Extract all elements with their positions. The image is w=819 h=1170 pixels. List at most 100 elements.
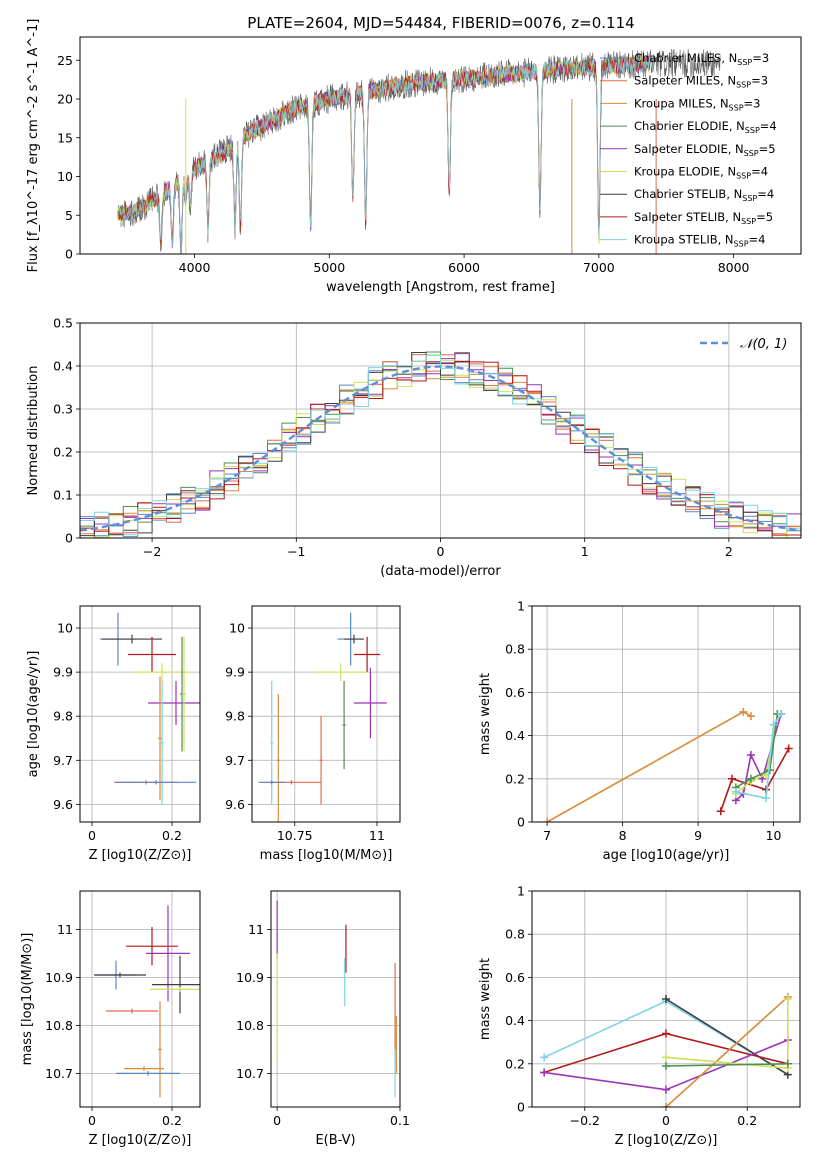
y-tick-label: 10.7 — [45, 1066, 73, 1081]
mass-weight-vs-age-plot-area — [543, 707, 793, 822]
x-tick-label: 1 — [581, 544, 589, 559]
axes-frame — [531, 890, 801, 1108]
y-tick-label: 10.8 — [45, 1018, 73, 1033]
plus-marker — [543, 818, 552, 822]
y-axis-label: mass weight — [478, 673, 493, 755]
y-tick-label: 11 — [57, 922, 73, 937]
x-tick-label: 10.75 — [277, 828, 313, 843]
plus-marker — [783, 1059, 792, 1068]
x-tick-label: 0.1 — [390, 1113, 410, 1128]
y-tick-label: 9.9 — [53, 665, 73, 680]
x-tick-label: 7000 — [583, 260, 615, 275]
x-tick-label: 5000 — [313, 260, 345, 275]
axes-frame — [79, 36, 802, 255]
mass-weight-series-line — [735, 713, 782, 800]
mass-vs-metallicity-axes: 0 0.2 10.7 10.8 10.9 11 Z [log10(Z/Z⊙)] mass [l… — [20, 891, 200, 1148]
x-tick-label: 0.2 — [162, 1113, 182, 1128]
y-tick-label: 9.9 — [225, 665, 245, 680]
y-tick-label: 9.8 — [53, 709, 73, 724]
y-tick-label: 0.4 — [505, 1013, 525, 1028]
y-tick-label: 20 — [57, 92, 73, 107]
y-tick-label: 0.2 — [505, 1056, 525, 1071]
mass-weight-series-line — [546, 710, 752, 822]
gaussian-curve — [80, 365, 801, 532]
mass-weight-vs-metallicity-axes: −0.2 0 0.2 0 0.2 0.4 0.6 0.8 1 Z [log10(Z/Z⊙)] mas… — [478, 884, 800, 1148]
plus-marker — [540, 1053, 549, 1062]
plus-marker — [769, 720, 778, 729]
age-vs-metallicity-plot-area — [100, 612, 200, 805]
plus-marker — [540, 1068, 549, 1077]
y-tick-label: 1 — [517, 884, 525, 899]
legend-label: Salpeter MILES, NSSP=3 — [634, 74, 768, 90]
plus-marker — [746, 751, 755, 760]
y-axis-label: Normed distribution — [26, 366, 41, 496]
x-tick-label: −0.2 — [570, 1113, 600, 1128]
plus-marker — [746, 712, 755, 721]
y-tick-label: 0 — [517, 815, 525, 830]
plus-marker — [762, 794, 771, 803]
y-tick-label: 10.9 — [45, 970, 73, 985]
histogram-series-step — [80, 352, 801, 538]
age-vs-mass-plot-area — [258, 612, 387, 822]
y-tick-label: 9.8 — [225, 709, 245, 724]
x-tick-label: 0 — [88, 828, 96, 843]
y-tick-label: 10.8 — [236, 1018, 264, 1033]
legend-label: Kroupa MILES, NSSP=3 — [634, 96, 760, 112]
plus-marker — [662, 1085, 670, 1094]
y-tick-label: 0 — [517, 1100, 525, 1115]
age-vs-mass-axes: 10.75 11 9.6 9.7 9.8 9.9 10 mass [log10(M/M⊙)] — [225, 606, 400, 863]
y-tick-label: 0.6 — [505, 685, 525, 700]
plus-marker — [662, 1103, 670, 1107]
mass-weight-series-line — [665, 999, 789, 1069]
mass-weight-vs-age-axes: 7 8 9 10 0 0.2 0.4 0.6 0.8 1 age [log10(age/yr)] ma… — [478, 599, 800, 863]
y-tick-label: 9.6 — [225, 797, 245, 812]
y-axis-label: age [log10(age/yr)] — [26, 651, 41, 778]
x-tick-label: −2 — [143, 544, 161, 559]
mass-weight-series-line — [665, 1063, 788, 1067]
axes-frame — [251, 605, 401, 823]
histogram-series-step — [80, 351, 801, 538]
legend-label: Salpeter STELIB, NSSP=5 — [634, 210, 773, 226]
x-tick-label: 0 — [437, 544, 445, 559]
x-axis-label: mass [log10(M/M⊙)] — [260, 848, 393, 863]
plus-marker — [662, 1053, 670, 1062]
x-tick-label: 8 — [619, 828, 627, 843]
y-tick-label: 11 — [248, 922, 264, 937]
spectrum-legend: Chabrier MILES, NSSP=3 Salpeter MILES, NS… — [600, 51, 777, 249]
plus-marker — [777, 710, 786, 718]
legend-label: Chabrier STELIB, NSSP=4 — [634, 187, 774, 203]
mass-weight-series-line — [665, 998, 789, 1076]
y-tick-label: 0.5 — [53, 316, 73, 331]
y-tick-label: 15 — [57, 130, 73, 145]
x-axis-label: E(B-V) — [315, 1133, 355, 1148]
y-axis-label: mass [log10(M/M⊙)] — [20, 933, 35, 1066]
x-tick-label: 4000 — [179, 260, 211, 275]
mass-vs-metallicity-plot-area — [94, 905, 200, 1098]
residual-histogram-plot-area — [80, 351, 801, 538]
y-tick-label: 10 — [57, 621, 73, 636]
mass-weight-series-line — [665, 996, 789, 1107]
y-tick-label: 0 — [65, 247, 73, 262]
y-tick-label: 25 — [57, 53, 73, 68]
x-tick-label: 9 — [694, 828, 702, 843]
mass-weight-series-line — [719, 748, 790, 812]
legend-label: Salpeter ELODIE, NSSP=5 — [634, 142, 776, 158]
y-tick-label: 0.3 — [53, 402, 73, 417]
histogram-series-step — [80, 360, 801, 538]
histogram-series-step — [80, 353, 801, 536]
x-axis-label: age [log10(age/yr)] — [603, 848, 730, 863]
figure-title: PLATE=2604, MJD=54484, FIBERID=0076, z=0… — [247, 14, 634, 32]
x-axis-label: (data-model)/error — [380, 564, 501, 579]
x-axis-label: Z [log10(Z/Z⊙)] — [615, 1133, 718, 1148]
y-axis-label: mass weight — [478, 958, 493, 1040]
x-tick-label: 6000 — [448, 260, 480, 275]
axes-frame — [531, 605, 801, 823]
x-tick-label: 0 — [662, 1113, 670, 1128]
x-tick-label: 7 — [543, 828, 551, 843]
y-tick-label: 10 — [229, 621, 245, 636]
axes-frame — [79, 322, 802, 539]
plus-marker — [662, 995, 670, 1003]
y-tick-label: 0.8 — [505, 927, 525, 942]
plus-marker — [662, 1029, 670, 1038]
y-tick-label: 10.9 — [236, 970, 264, 985]
